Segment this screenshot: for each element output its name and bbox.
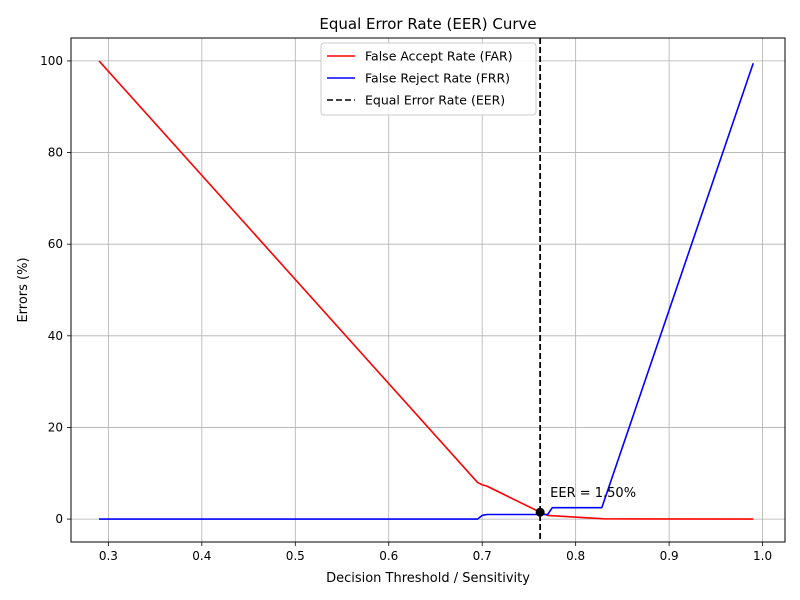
plot-frame bbox=[70, 37, 786, 543]
y-axis-label: Errors (%) bbox=[16, 257, 31, 322]
x-tick-label: 0.3 bbox=[99, 549, 118, 563]
ticks: 0.3 0.4 0.5 0.6 0.7 0.8 0.9 1.0 0 20 40 60 80 100 bbox=[40, 54, 772, 563]
series-layer bbox=[98, 38, 754, 542]
legend-entry-label: Equal Error Rate (EER) bbox=[365, 93, 505, 108]
x-tick-label: 0.5 bbox=[286, 549, 305, 563]
x-tick-label: 0.9 bbox=[660, 549, 679, 563]
eer-point bbox=[535, 507, 545, 517]
eer-annotation: EER = 1.50% bbox=[550, 486, 636, 501]
x-tick-label: 0.4 bbox=[192, 549, 211, 563]
legend-entry-label: False Accept Rate (FAR) bbox=[365, 49, 513, 64]
legend: False Accept Rate (FAR) False Reject Rate… bbox=[320, 42, 537, 116]
legend-box bbox=[320, 42, 537, 116]
axes bbox=[70, 37, 786, 543]
far-line bbox=[98, 60, 754, 520]
y-tick-label: 0 bbox=[55, 512, 63, 526]
x-axis-label: Decision Threshold / Sensitivity bbox=[326, 571, 530, 586]
y-tick-label: 20 bbox=[48, 420, 63, 434]
x-tick-label: 0.6 bbox=[379, 549, 398, 563]
y-tick-label: 60 bbox=[48, 237, 63, 251]
x-tick-label: 1.0 bbox=[753, 549, 772, 563]
y-tick-label: 100 bbox=[40, 54, 63, 68]
chart-title: Equal Error Rate (EER) Curve bbox=[319, 15, 536, 33]
y-tick-label: 40 bbox=[48, 329, 63, 343]
legend-entry-label: False Reject Rate (FRR) bbox=[365, 71, 510, 86]
x-tick-label: 0.8 bbox=[566, 549, 585, 563]
x-tick-label: 0.7 bbox=[473, 549, 492, 563]
y-tick-label: 80 bbox=[48, 146, 63, 160]
